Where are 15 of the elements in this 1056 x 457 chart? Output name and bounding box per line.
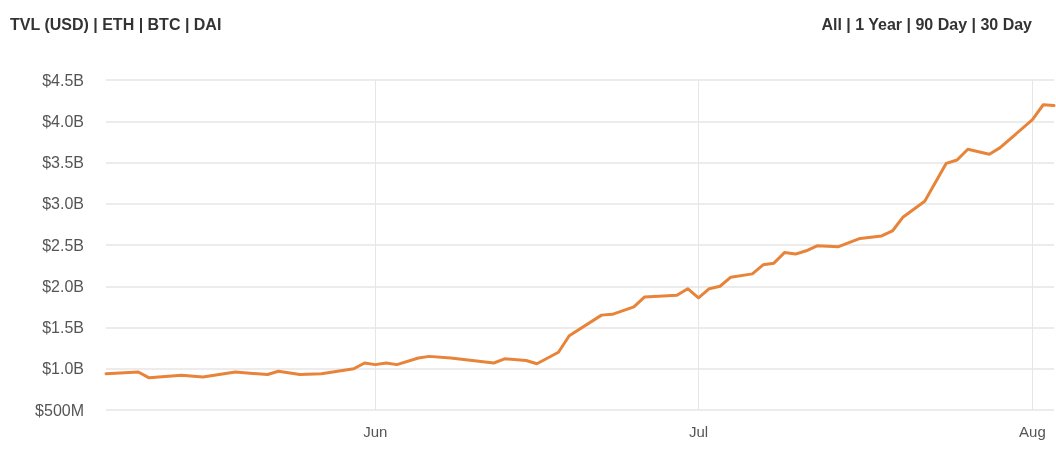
line-series bbox=[104, 103, 1056, 380]
y-tick-label: $4.5B bbox=[42, 71, 84, 89]
y-tick-label: $1.0B bbox=[42, 360, 84, 378]
y-tick-label: $1.5B bbox=[42, 319, 84, 336]
x-tick-label: Aug bbox=[1019, 423, 1046, 440]
y-tick-label: $500M bbox=[35, 401, 84, 419]
text: All | 1 Year | 90 Day | 30 Day bbox=[821, 16, 1032, 34]
y-tick-label: $3.0B bbox=[42, 195, 84, 213]
text: TVL (USD) | ETH | BTC | DAI bbox=[10, 16, 222, 34]
x-tick-label: Jul bbox=[688, 423, 709, 440]
y-tick-label: $2.5B bbox=[42, 236, 84, 254]
y-tick-label: $2.0B bbox=[42, 277, 84, 295]
y-tick-label: $3.5B bbox=[42, 154, 84, 171]
x-tick-label: Jun bbox=[363, 423, 388, 440]
y-tick-label: $4.0B bbox=[42, 112, 84, 130]
